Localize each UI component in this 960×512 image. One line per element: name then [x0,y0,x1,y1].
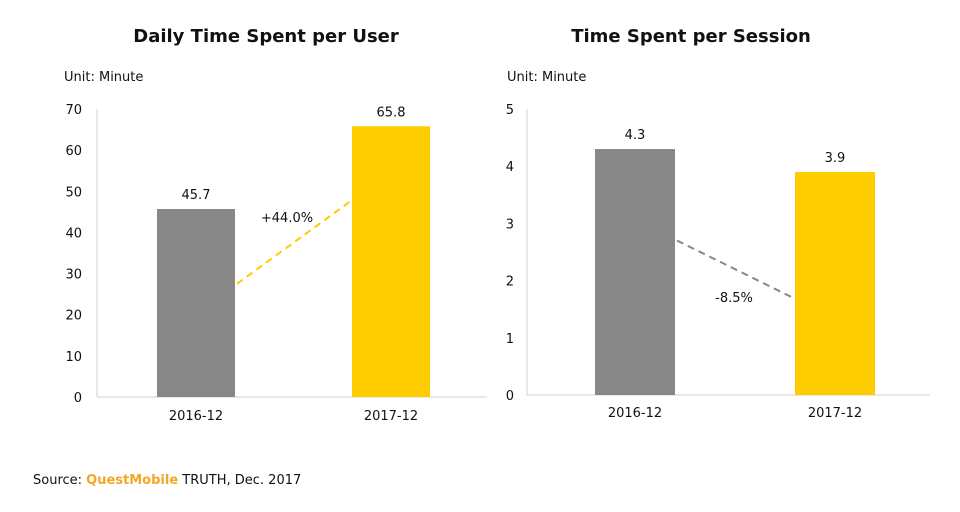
bar [595,149,675,395]
source-prefix: Source: [33,473,87,488]
y-tick-label: 10 [65,350,82,365]
change-trend-line [676,239,794,299]
change-label: -8.5% [715,291,753,306]
y-tick-label: 20 [65,309,82,324]
bar-value-label: 65.8 [377,105,406,120]
y-tick-label: 2 [506,275,514,290]
bar-value-label: 4.3 [625,128,646,143]
y-tick-label: 60 [65,144,82,159]
y-tick-label: 50 [65,185,82,200]
chart-title: Daily Time Spent per User [133,26,399,47]
source-note: Source: QuestMobile TRUTH, Dec. 2017 [33,473,301,488]
y-tick-label: 5 [506,103,514,118]
x-tick-label: 2016-12 [169,409,223,424]
y-tick-label: 0 [506,389,514,404]
chart-title: Time Spent per Session [571,26,811,47]
bar [795,171,875,395]
bar-value-label: 45.7 [182,188,211,203]
x-tick-label: 2017-12 [808,406,862,421]
unit-label: Unit: Minute [507,70,586,85]
y-tick-label: 70 [65,103,82,118]
y-tick-label: 30 [65,268,82,283]
y-tick-label: 40 [65,226,82,241]
y-tick-label: 1 [506,332,514,347]
y-tick-label: 4 [506,160,514,175]
bar [157,208,235,397]
bar-value-label: 3.9 [825,151,846,166]
x-tick-label: 2016-12 [608,406,662,421]
x-tick-label: 2017-12 [364,409,418,424]
y-tick-label: 0 [74,391,82,406]
bar [352,126,430,397]
source-suffix: TRUTH, Dec. 2017 [178,473,302,488]
change-label: +44.0% [261,211,313,226]
y-tick-label: 3 [506,217,514,232]
unit-label: Unit: Minute [64,70,143,85]
source-brand: QuestMobile [86,473,179,488]
